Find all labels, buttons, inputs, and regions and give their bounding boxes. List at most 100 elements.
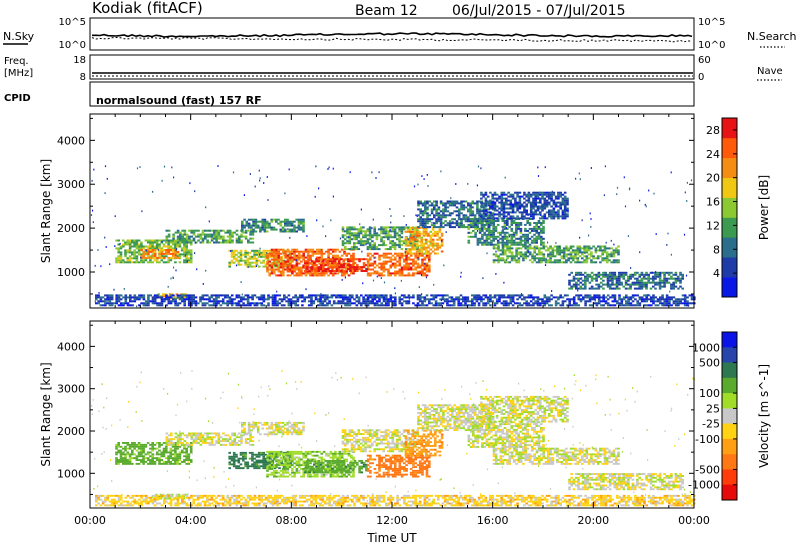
range-cell <box>275 269 278 271</box>
range-cell <box>546 217 549 219</box>
range-cell <box>248 225 251 227</box>
range-cell <box>161 241 162 243</box>
range-cell <box>98 292 99 294</box>
range-cell <box>468 228 471 230</box>
range-cell <box>334 272 337 274</box>
range-cell <box>423 247 426 249</box>
range-cell <box>434 253 437 255</box>
range-cell <box>398 244 401 246</box>
range-cell <box>394 265 397 267</box>
range-cell <box>479 238 482 240</box>
range-cell <box>192 300 195 302</box>
range-cell <box>579 247 582 249</box>
range-cell <box>543 246 546 248</box>
range-cell <box>394 274 397 276</box>
range-cell <box>233 302 236 304</box>
range-cell <box>266 225 269 227</box>
range-cell <box>620 284 623 286</box>
range-cell <box>530 196 533 198</box>
range-cell <box>165 294 168 296</box>
range-cell <box>438 208 441 210</box>
range-cell <box>245 304 248 306</box>
range-cell <box>342 266 345 268</box>
range-cell <box>691 179 692 181</box>
range-cell <box>586 249 589 251</box>
range-cell <box>259 231 262 233</box>
range-cell <box>602 288 605 290</box>
range-cell <box>553 194 556 196</box>
range-cell <box>557 196 560 198</box>
range-cell <box>376 271 379 273</box>
range-cell <box>253 262 256 264</box>
range-cell <box>550 217 553 219</box>
range-cell <box>278 267 281 269</box>
range-cell <box>503 211 506 213</box>
range-cell <box>222 236 225 238</box>
range-cell <box>605 165 606 167</box>
range-cell <box>276 302 279 304</box>
range-cell <box>547 249 550 251</box>
range-cell <box>444 202 447 204</box>
range-cell <box>256 302 259 304</box>
range-cell <box>275 274 278 276</box>
range-cell <box>446 304 449 306</box>
range-cell <box>186 234 189 236</box>
range-cell <box>97 300 100 302</box>
range-cell <box>512 198 515 200</box>
range-cell <box>617 249 620 251</box>
range-cell <box>450 197 451 199</box>
range-cell <box>333 168 334 170</box>
range-cell <box>278 274 281 276</box>
range-cell <box>512 196 515 198</box>
range-cell <box>213 300 216 302</box>
range-cell <box>365 244 366 246</box>
range-cell <box>358 300 361 302</box>
range-cell <box>134 296 137 298</box>
range-cell <box>382 226 385 228</box>
range-cell <box>581 251 584 253</box>
range-cell <box>262 254 265 256</box>
range-cell <box>545 166 546 168</box>
range-cell <box>447 206 450 208</box>
range-cell <box>305 274 308 276</box>
range-cell <box>399 298 402 300</box>
range-cell <box>513 220 516 222</box>
range-cell <box>117 446 120 448</box>
range-cell <box>553 208 556 210</box>
range-cell <box>677 300 680 302</box>
range-cell <box>591 272 594 274</box>
range-cell <box>251 294 254 296</box>
range-cell <box>204 304 207 306</box>
range-cell <box>481 238 484 240</box>
range-cell <box>188 257 191 259</box>
range-cell <box>111 294 114 296</box>
range-cell <box>117 255 120 257</box>
range-cell <box>545 246 548 248</box>
range-cell <box>231 260 234 262</box>
range-cell <box>409 237 412 239</box>
range-cell <box>595 261 598 263</box>
range-cell <box>179 294 182 296</box>
range-cell <box>601 249 604 251</box>
range-cell <box>140 249 143 251</box>
range-cell <box>632 294 635 296</box>
range-cell <box>186 298 189 300</box>
range-cell <box>264 227 267 229</box>
range-cell <box>460 276 461 278</box>
range-cell <box>650 282 653 284</box>
range-cell <box>525 204 528 206</box>
range-cell <box>238 294 241 296</box>
range-cell <box>426 298 429 300</box>
range-cell <box>399 300 402 302</box>
range-cell <box>358 236 361 238</box>
range-cell <box>498 213 501 215</box>
range-cell <box>489 208 492 210</box>
range-cell <box>253 250 256 252</box>
range-cell <box>218 242 221 244</box>
range-cell <box>318 268 321 270</box>
range-cell <box>595 274 598 276</box>
range-cell <box>360 228 363 230</box>
range-cell <box>117 247 120 249</box>
range-cell <box>528 194 531 196</box>
